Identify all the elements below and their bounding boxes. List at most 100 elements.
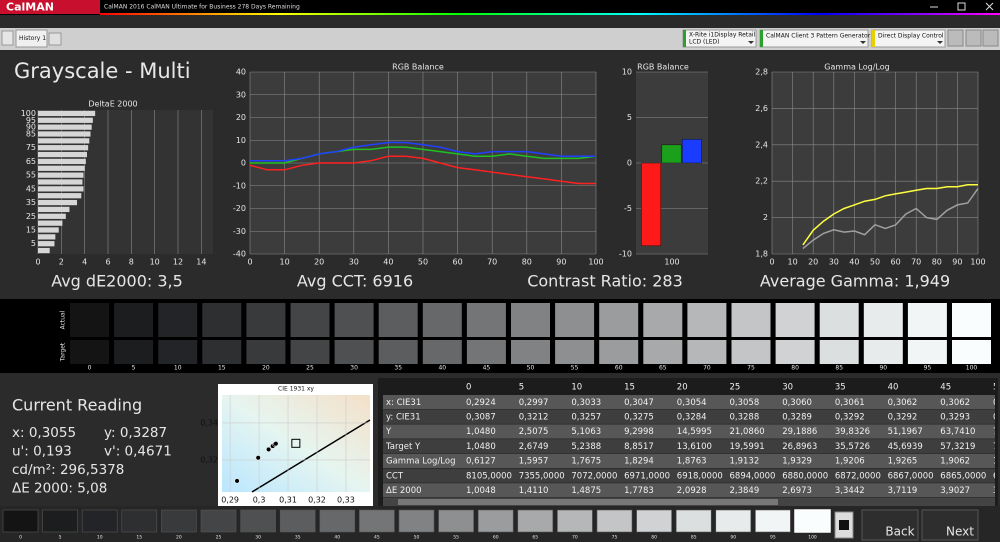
bar <box>38 124 92 130</box>
cell: 63,7410 <box>940 427 975 437</box>
column-header: 5 <box>519 383 524 393</box>
cell: 0,3288 <box>730 413 760 423</box>
reading-value: cd/m²: 296,5378 <box>12 462 124 478</box>
target-swatch <box>290 340 330 364</box>
patch-label: 85 <box>691 535 697 541</box>
fullscreen-button[interactable] <box>982 29 999 47</box>
cell: 1,9265 <box>888 457 918 467</box>
patch-button[interactable] <box>398 509 435 533</box>
bar <box>38 247 50 254</box>
patch-button[interactable] <box>161 509 197 533</box>
reading-value: x: 0,3055 <box>12 425 76 441</box>
patch-label: 35 <box>295 535 301 541</box>
target-swatch <box>70 340 109 364</box>
row-label: y: CIE31 <box>386 413 421 423</box>
cell: 2,6749 <box>519 442 549 452</box>
patch-button[interactable] <box>240 509 276 533</box>
target-point <box>291 438 301 448</box>
nav-label: Next <box>946 525 974 539</box>
target-swatch <box>863 340 903 364</box>
bar <box>38 110 96 117</box>
patch-label: 60 <box>493 535 499 541</box>
x-tick-label: 90 <box>556 258 566 267</box>
dropdown-arrow <box>748 41 754 44</box>
column-header: 0 <box>466 383 471 393</box>
bar <box>38 241 55 247</box>
x-tick-label: 6 <box>105 258 110 267</box>
bar <box>38 145 89 151</box>
stat: Average Gamma: 1,949 <box>760 272 950 291</box>
patch-button[interactable] <box>715 509 752 533</box>
row-label: CCT <box>386 471 404 481</box>
history-tab[interactable] <box>15 29 48 48</box>
actual-swatch <box>511 303 550 337</box>
table-row <box>383 424 995 439</box>
patch-button[interactable] <box>794 509 831 533</box>
bar <box>38 151 87 158</box>
patch-button[interactable] <box>81 509 118 533</box>
stat: Contrast Ratio: 283 <box>527 272 683 291</box>
bar <box>38 131 91 137</box>
cell: 1,7675 <box>571 457 601 467</box>
patch-button[interactable] <box>42 509 78 533</box>
patch-button[interactable] <box>359 509 395 533</box>
settings-button[interactable] <box>947 29 964 47</box>
cell: 0,3061 <box>835 398 865 408</box>
column-header: 45 <box>940 383 951 393</box>
help-button[interactable] <box>965 29 982 47</box>
column-header: 15 <box>624 383 635 393</box>
patch-button[interactable] <box>121 509 158 533</box>
reading-value: v': 0,4671 <box>104 444 172 460</box>
y-tick-label: 40 <box>236 68 246 77</box>
patch-button[interactable] <box>319 509 356 533</box>
nav-button[interactable] <box>861 509 919 541</box>
y-tick-label: 5 <box>627 113 632 122</box>
device-label: Direct Display Control <box>878 33 944 40</box>
x-tick-label: 70 <box>911 258 921 267</box>
patch-button[interactable] <box>200 509 237 533</box>
target-swatch <box>511 340 550 364</box>
patch-button[interactable] <box>279 509 316 533</box>
patch-button[interactable] <box>2 509 39 533</box>
patch-button[interactable] <box>517 509 554 533</box>
actual-swatch <box>466 303 506 337</box>
x-tick-label: 20 <box>314 258 324 267</box>
bar <box>38 117 93 123</box>
logo-box[interactable] <box>0 0 100 14</box>
y-tick-label: 75 <box>26 143 36 152</box>
y-tick-label: 5 <box>31 239 36 248</box>
y-tick-label: -20 <box>233 204 246 213</box>
window-controls[interactable] <box>930 2 994 11</box>
cell: 1,0480 <box>466 442 496 452</box>
y-tick-label: 2,8 <box>755 68 768 77</box>
patch-label: 70 <box>572 535 578 541</box>
patch-button[interactable] <box>557 509 593 533</box>
patch-button[interactable] <box>477 509 514 533</box>
patch-button[interactable] <box>438 509 474 533</box>
swatch-label: 35 <box>394 365 402 372</box>
nav-button[interactable] <box>1 30 14 46</box>
swatch-label: 60 <box>615 365 623 372</box>
cell: 57,3219 <box>940 442 975 452</box>
y-tick-label: 55 <box>26 171 36 180</box>
bar <box>38 158 86 165</box>
target-swatch <box>114 340 154 364</box>
y-tick-label: 15 <box>26 226 36 235</box>
x-tick-label: 4 <box>82 258 87 267</box>
patch-button[interactable] <box>675 509 712 533</box>
patch-button[interactable] <box>755 509 791 533</box>
add-tab[interactable] <box>48 32 62 46</box>
cell: 0,3275 <box>624 413 654 423</box>
patch-button[interactable] <box>636 509 672 533</box>
x-tick-label: 0,32 <box>308 496 326 505</box>
target-swatch <box>599 340 639 364</box>
scroll-thumb[interactable] <box>398 499 778 505</box>
cell: 0,3033 <box>571 398 601 408</box>
cell: 8,8517 <box>624 442 654 452</box>
nav-button[interactable] <box>921 509 979 541</box>
patch-button[interactable] <box>596 509 633 533</box>
bar <box>38 193 82 199</box>
cell: 39,8326 <box>835 427 870 437</box>
y-tick-label: 10 <box>622 68 632 77</box>
cell: 6894,0000 <box>730 471 776 481</box>
